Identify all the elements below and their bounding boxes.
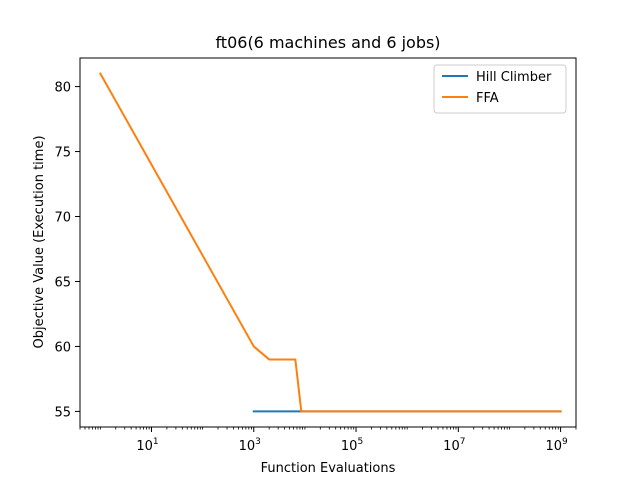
legend: Hill Climber FFA xyxy=(433,64,567,114)
y-tick-label: 70 xyxy=(54,211,71,226)
x-tick-label: 109 xyxy=(545,437,568,454)
y-tick-label: 75 xyxy=(54,146,71,161)
legend-label: Hill Climber xyxy=(476,70,552,85)
x-tick-label: 107 xyxy=(443,437,465,454)
x-tick-label: 101 xyxy=(136,437,158,454)
plot-lines xyxy=(98,72,562,413)
y-tick-label: 65 xyxy=(54,275,71,290)
axes-frame xyxy=(79,57,577,428)
x-axis-ticks: 101 103 105 107 109 xyxy=(79,427,577,454)
x-axis-label: Function Evaluations xyxy=(261,461,396,476)
legend-label: FFA xyxy=(476,91,499,106)
x-tick-label: 105 xyxy=(341,437,363,454)
y-tick-label: 80 xyxy=(54,81,71,96)
chart-title: ft06(6 machines and 6 jobs) xyxy=(215,33,440,52)
y-tick-label: 55 xyxy=(54,405,71,420)
y-axis-label: Objective Value (Execution time) xyxy=(32,135,47,348)
x-tick-label: 103 xyxy=(239,437,261,454)
y-tick-label: 60 xyxy=(54,340,71,355)
y-axis-ticks: 55 60 65 70 75 80 xyxy=(54,81,80,420)
series-line-ffa xyxy=(98,72,562,413)
